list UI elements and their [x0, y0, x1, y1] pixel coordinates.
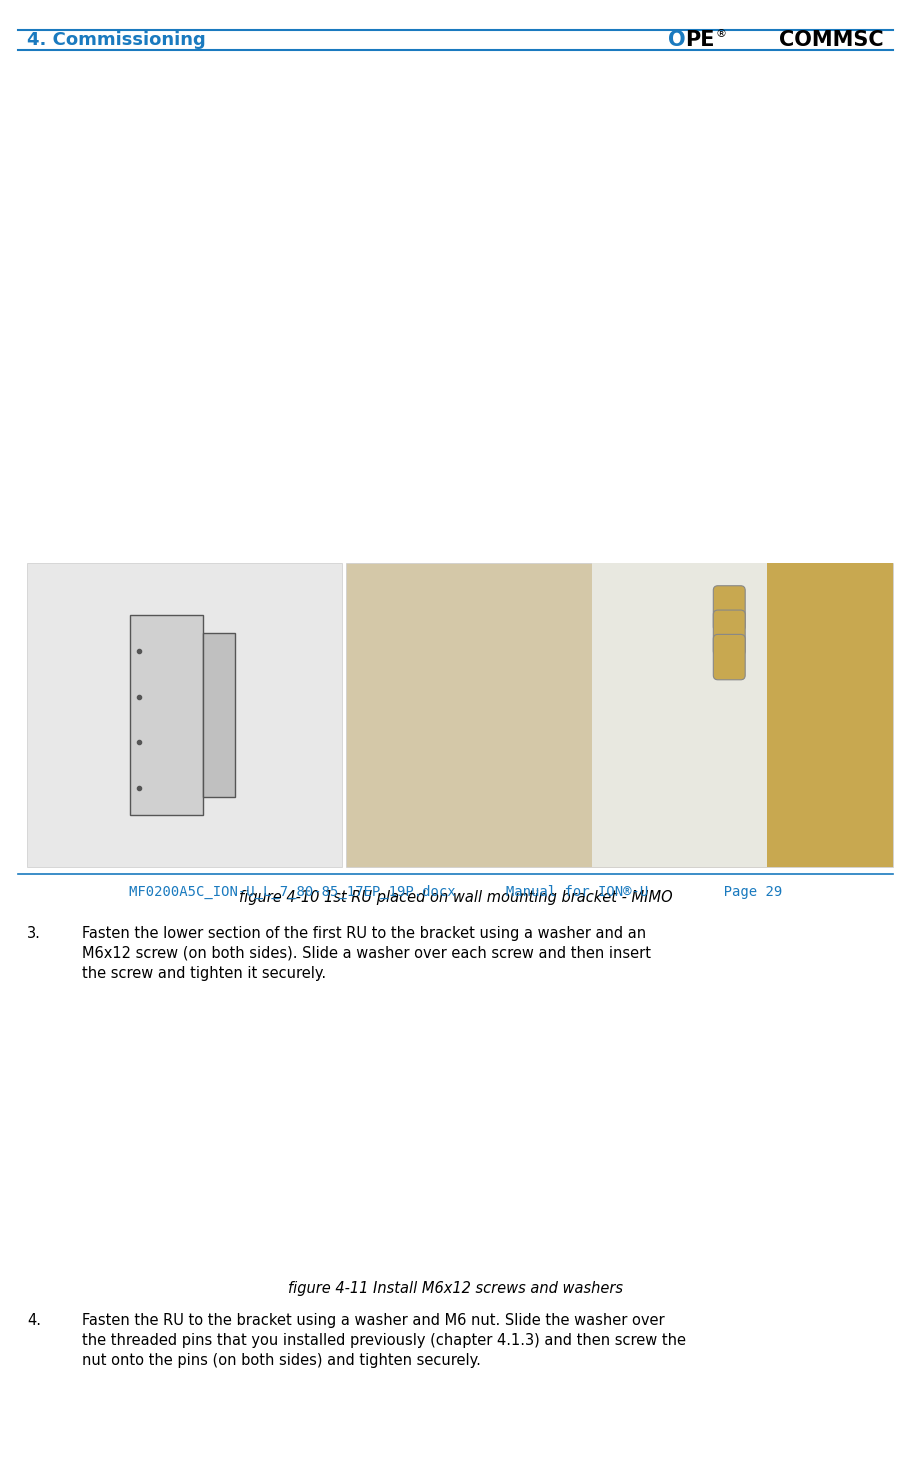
- Bar: [129, 615, 202, 815]
- Circle shape: [169, 1077, 288, 1194]
- FancyBboxPatch shape: [485, 1055, 515, 1098]
- FancyBboxPatch shape: [355, 1009, 888, 1263]
- Bar: [355, 1009, 701, 1263]
- FancyBboxPatch shape: [713, 585, 745, 631]
- Bar: [701, 1009, 888, 1263]
- Bar: [756, 563, 893, 867]
- FancyBboxPatch shape: [27, 563, 342, 867]
- Text: ®: ®: [715, 30, 726, 40]
- Bar: [592, 563, 767, 867]
- FancyBboxPatch shape: [485, 1106, 515, 1150]
- Text: the screw and tighten it securely.: the screw and tighten it securely.: [82, 966, 326, 981]
- Text: figure 4-10 1st RU placed on wall mounting bracket - MIMO: figure 4-10 1st RU placed on wall mounti…: [239, 889, 672, 904]
- Text: 4.: 4.: [27, 1313, 41, 1328]
- FancyBboxPatch shape: [485, 1080, 515, 1123]
- FancyBboxPatch shape: [713, 611, 745, 655]
- Text: 3.: 3.: [27, 926, 41, 941]
- Text: the threaded pins that you installed previously (chapter 4.1.3) and then screw t: the threaded pins that you installed pre…: [82, 1332, 686, 1347]
- Bar: [215, 1113, 242, 1159]
- Text: PE: PE: [685, 30, 714, 50]
- FancyBboxPatch shape: [485, 1030, 515, 1073]
- Text: figure 4-11 Install M6x12 screws and washers: figure 4-11 Install M6x12 screws and was…: [288, 1280, 623, 1295]
- Text: Fasten the lower section of the first RU to the bracket using a washer and an: Fasten the lower section of the first RU…: [82, 926, 646, 941]
- Bar: [202, 633, 235, 797]
- FancyBboxPatch shape: [346, 563, 893, 867]
- Text: 4. Commissioning: 4. Commissioning: [27, 31, 206, 49]
- FancyBboxPatch shape: [713, 634, 745, 680]
- Text: M6x12 screw (on both sides). Slide a washer over each screw and then insert: M6x12 screw (on both sides). Slide a was…: [82, 946, 651, 960]
- Text: MF0200A5C_ION-U_L_7_80-85_17EP_19P.docx      Manual for ION®-U         Page 29: MF0200A5C_ION-U_L_7_80-85_17EP_19P.docx …: [128, 885, 783, 900]
- Text: O: O: [668, 30, 685, 50]
- Bar: [188, 1054, 215, 1217]
- FancyBboxPatch shape: [27, 1009, 342, 1263]
- Bar: [106, 1036, 188, 1236]
- Text: nut onto the pins (on both sides) and tighten securely.: nut onto the pins (on both sides) and ti…: [82, 1353, 481, 1368]
- Text: COMMSC: COMMSC: [779, 30, 884, 50]
- Text: Fasten the RU to the bracket using a washer and M6 nut. Slide the washer over: Fasten the RU to the bracket using a was…: [82, 1313, 665, 1328]
